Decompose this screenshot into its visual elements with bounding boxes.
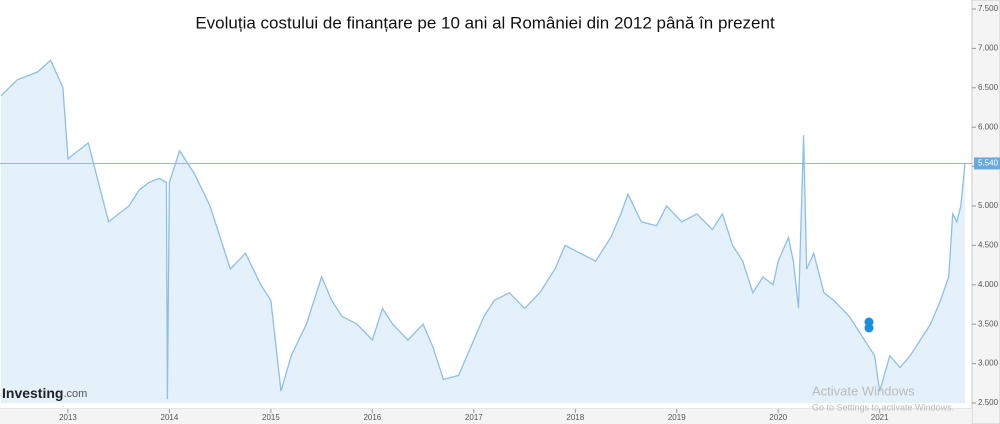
x-tick-label: 2019 <box>668 413 686 422</box>
x-tick-label: 2017 <box>465 413 483 422</box>
y-tick-label: 5.000 <box>978 201 999 210</box>
x-tick-label: 2015 <box>262 413 280 422</box>
y-tick-label: 4.000 <box>978 280 999 289</box>
y-tick-label: 4.500 <box>978 241 999 250</box>
area <box>1 60 965 403</box>
chart-title: Evoluția costului de finanțare pe 10 ani… <box>195 13 775 32</box>
y-tick-label: 7.500 <box>978 4 999 13</box>
y-tick-label: 6.000 <box>978 122 999 131</box>
logo-brand: Investing <box>2 385 63 401</box>
y-axis-panel <box>971 0 1000 424</box>
current-value-label: 5.540 <box>978 159 999 168</box>
x-tick-label: 2021 <box>871 413 889 422</box>
watermark-text: Go to Settings to activate Windows. <box>812 402 954 412</box>
x-tick-label: 2013 <box>59 413 77 422</box>
y-tick-label: 2.500 <box>978 398 999 407</box>
event-marker <box>864 323 874 333</box>
line <box>0 59 966 400</box>
x-tick-label: 2020 <box>769 413 787 422</box>
x-axis-panel <box>0 409 972 424</box>
y-tick-label: 3.500 <box>978 319 999 328</box>
logo: Investing.com <box>2 385 87 401</box>
y-tick-label: 6.500 <box>978 83 999 92</box>
logo-suffix: .com <box>63 388 87 400</box>
x-tick-label: 2016 <box>363 413 381 422</box>
y-tick-label: 7.000 <box>978 44 999 53</box>
x-tick-label: 2018 <box>566 413 584 422</box>
y-tick-label: 3.000 <box>978 359 999 368</box>
watermark-title: Activate Windows <box>812 383 915 398</box>
x-tick-label: 2014 <box>161 413 179 422</box>
current-value-box <box>974 157 1000 170</box>
